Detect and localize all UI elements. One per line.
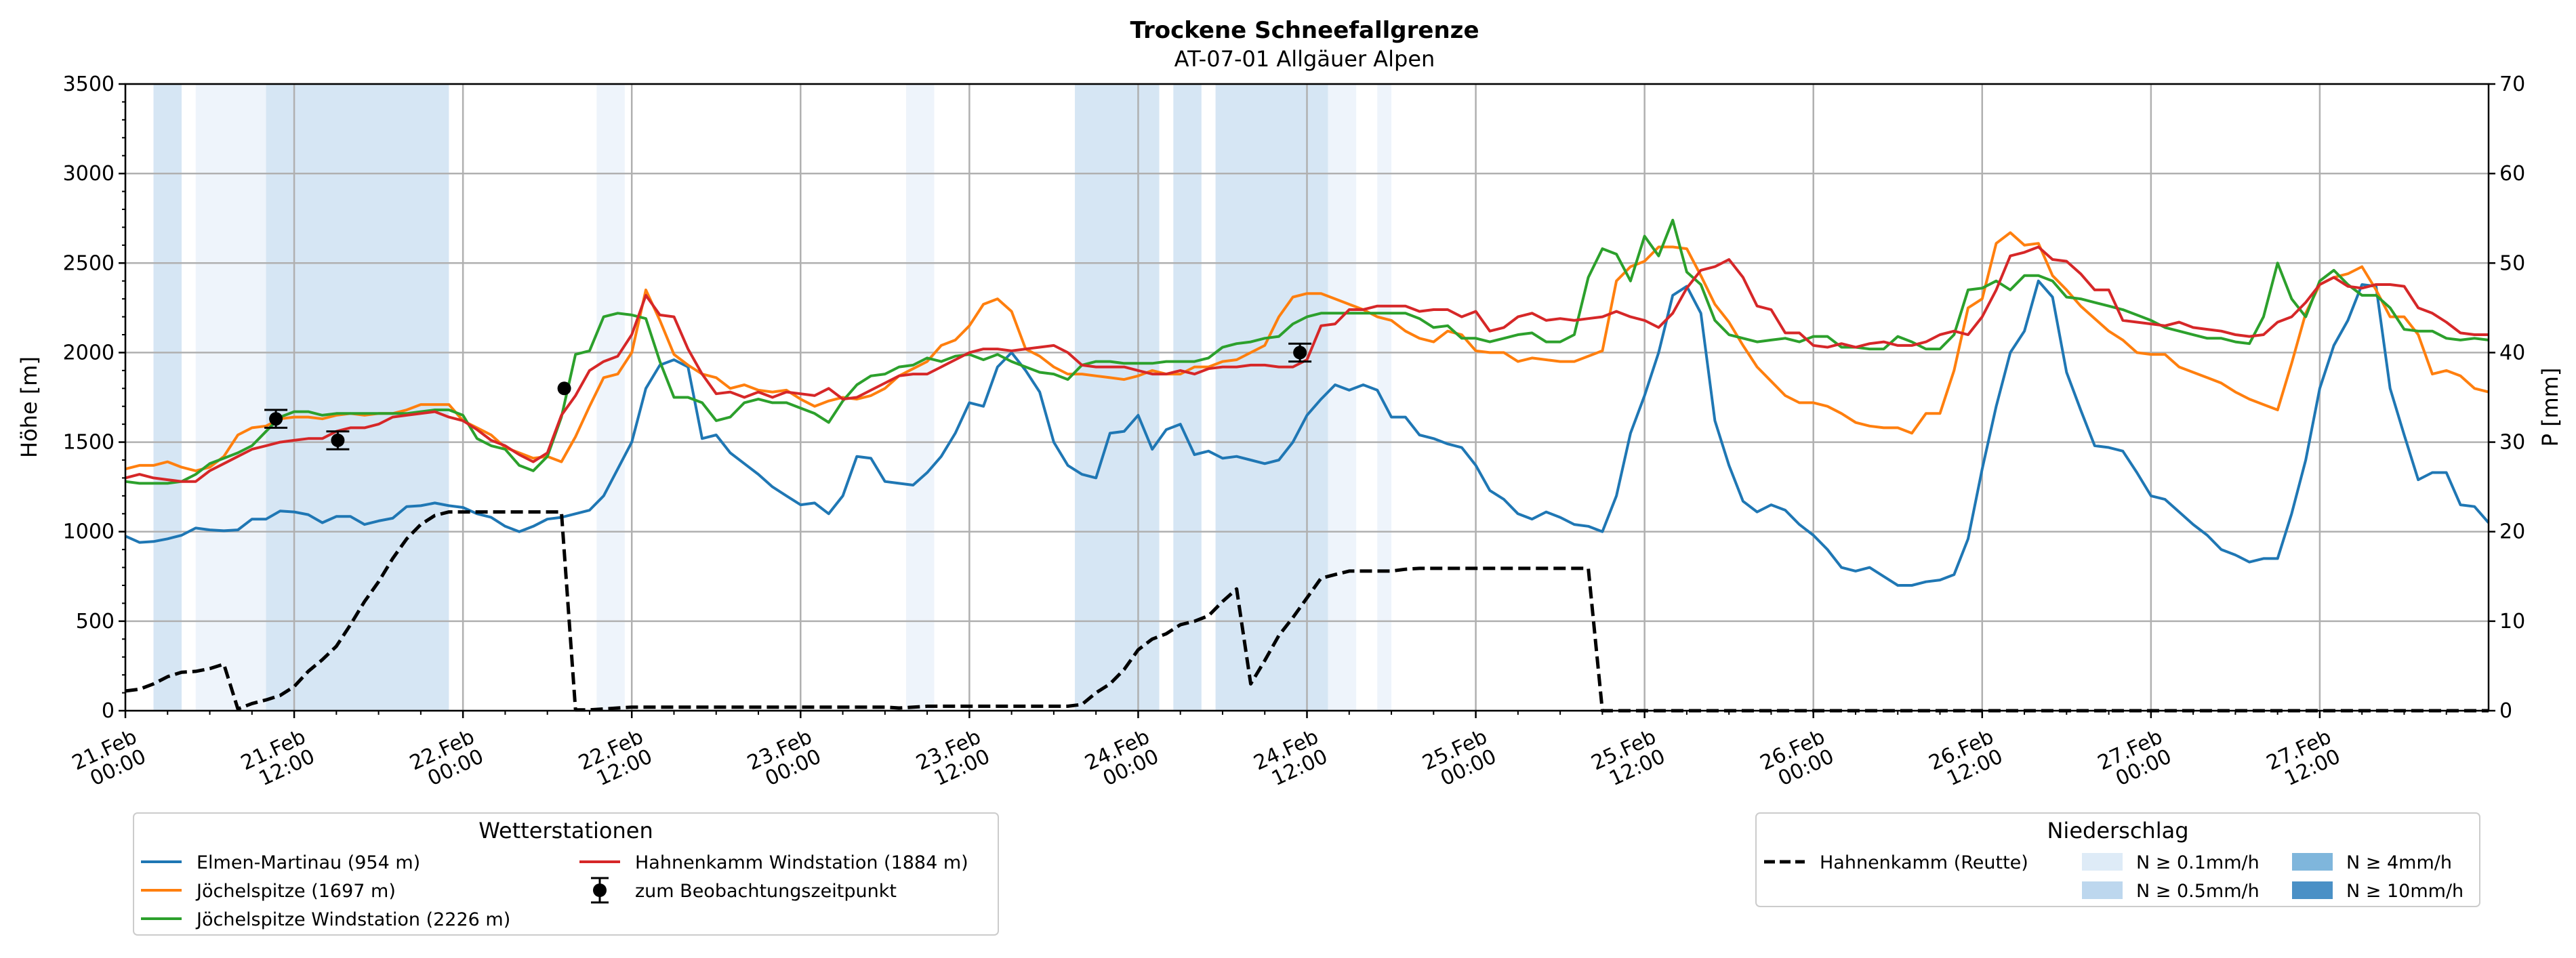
y-tick-label-right: 50	[2499, 251, 2525, 275]
legend-label: N ≥ 10mm/h	[2346, 881, 2463, 902]
chart-subtitle: AT-07-01 Allgäuer Alpen	[1174, 46, 1435, 72]
precipitation-bands	[153, 84, 1392, 711]
series-line-4	[125, 510, 2489, 713]
y-tick-label-right: 10	[2499, 610, 2525, 633]
precip-band-7	[1215, 84, 1328, 711]
y-tick-label-right: 0	[2499, 699, 2512, 723]
y-tick-label-right: 60	[2499, 162, 2525, 186]
y-tick-label-left: 2000	[63, 341, 115, 365]
y-tick-label-left: 2500	[63, 251, 115, 275]
y-tick-label-left: 1000	[63, 520, 115, 544]
observation-1	[326, 430, 350, 451]
observation-marker	[557, 381, 571, 396]
chart-title: Trockene Schneefallgrenze	[1130, 17, 1479, 44]
y-tick-label-left: 0	[102, 699, 115, 723]
series-lines	[125, 218, 2490, 713]
legend-item-0: Hahnenkamm (Reutte)	[1764, 852, 2028, 873]
y-tick-label-left: 1500	[63, 431, 115, 455]
legend-item-3: N ≥ 4mm/h	[2292, 852, 2452, 873]
series-line-2	[125, 218, 2489, 485]
y-tick-label-left: 500	[76, 610, 115, 633]
y-tick-label-right: 70	[2499, 72, 2525, 96]
legend-label: Jöchelspitze Windstation (2226 m)	[195, 909, 510, 930]
precip-band-5	[1075, 84, 1160, 711]
y-tick-label-right: 30	[2499, 431, 2525, 455]
y-axis-label-right: P [mm]	[2537, 368, 2563, 447]
legend-item-0: Elmen-Martinau (954 m)	[141, 852, 420, 873]
legend-label: N ≥ 4mm/h	[2346, 852, 2452, 873]
observation-2	[557, 381, 571, 396]
legend-label: Hahnenkamm Windstation (1884 m)	[635, 852, 968, 873]
legend-item-4: zum Beobachtungszeitpunkt	[591, 877, 897, 904]
observation-marker	[331, 433, 345, 447]
observation-marker	[1293, 346, 1307, 360]
series-line-3	[125, 245, 2489, 483]
observation-markers	[264, 342, 1312, 451]
legend-item-4: N ≥ 10mm/h	[2292, 881, 2463, 902]
legend-title: Niederschlag	[2047, 818, 2188, 844]
y-tick-label-left: 3500	[63, 72, 115, 96]
precip-band-6	[1173, 84, 1202, 711]
legend-item-3: Hahnenkamm Windstation (1884 m)	[579, 852, 968, 873]
legend-label: Hahnenkamm (Reutte)	[1820, 852, 2028, 873]
series-line-1	[125, 231, 2489, 472]
observation-3	[1288, 342, 1312, 363]
precip-band-1	[195, 84, 266, 711]
precip-band-2	[266, 84, 449, 711]
precip-band-4	[905, 84, 935, 711]
legend-swatch	[2292, 853, 2333, 871]
legend-item-1: Jöchelspitze (1697 m)	[141, 881, 396, 902]
legend-box	[133, 812, 999, 936]
legend-precipitation: Niederschlag Hahnenkamm (Reutte) N ≥ 0.1mm…	[1755, 812, 2480, 907]
precip-band-9	[1377, 84, 1392, 711]
series-line-0	[125, 279, 2490, 587]
y-axis-label-left: Höhe [m]	[16, 356, 42, 458]
legend-swatch	[2082, 881, 2123, 899]
observation-0	[264, 409, 288, 429]
precip-band-3	[596, 84, 625, 711]
legend-label: Elmen-Martinau (954 m)	[197, 852, 420, 873]
legend-label: N ≥ 0.5mm/h	[2136, 881, 2260, 902]
legend-weather-stations: Wetterstationen Elmen-Martinau (954 m) Jöc…	[133, 812, 999, 936]
y-tick-label-left: 3000	[63, 162, 115, 186]
y-tick-label-right: 20	[2499, 520, 2525, 544]
legend-marker	[593, 883, 607, 897]
legend-item-1: N ≥ 0.1mm/h	[2082, 852, 2260, 873]
precip-band-0	[153, 84, 182, 711]
precip-band-8	[1328, 84, 1357, 711]
legend-title: Wetterstationen	[478, 818, 653, 844]
legend-item-2: Jöchelspitze Windstation (2226 m)	[141, 909, 510, 930]
legend-item-2: N ≥ 0.5mm/h	[2082, 881, 2260, 902]
legend-label: zum Beobachtungszeitpunkt	[635, 881, 897, 902]
y-tick-label-right: 40	[2499, 341, 2525, 365]
observation-marker	[269, 412, 283, 426]
legend-label: N ≥ 0.1mm/h	[2136, 852, 2260, 873]
legend-label: Jöchelspitze (1697 m)	[195, 881, 396, 902]
legend-swatch	[2292, 881, 2333, 899]
legend-swatch	[2082, 853, 2123, 871]
